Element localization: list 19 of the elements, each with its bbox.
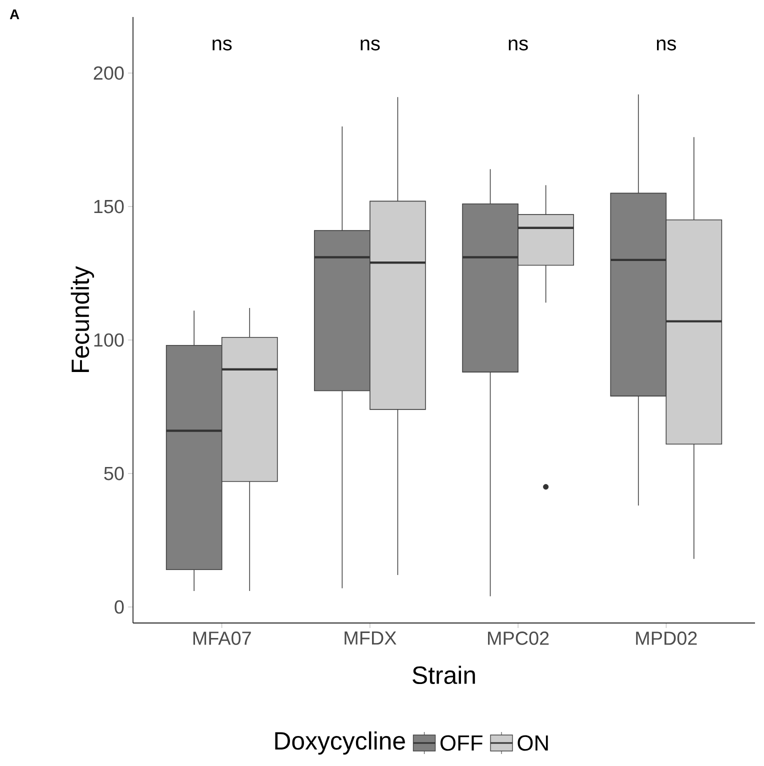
legend-label: OFF [440, 735, 482, 751]
legend-label: ON [518, 735, 548, 751]
x-tick-label: MPD02 [636, 632, 697, 645]
y-tick-label: 150 [94, 200, 124, 214]
y-tick-label: 100 [94, 333, 124, 347]
y-tick-label: 200 [94, 66, 124, 80]
x-axis-title: Strain [412, 666, 475, 684]
y-tick-label: 0 [114, 600, 124, 614]
y-axis-title: Fecundity [70, 266, 94, 372]
x-tick-label: MFDX [344, 632, 396, 645]
x-tick-label: MFA07 [193, 632, 251, 645]
text: A [10, 10, 20, 20]
annotation: ns [212, 40, 232, 50]
y-tick-label: 50 [104, 466, 124, 480]
x-tick-label: MPC02 [488, 632, 549, 645]
annotation: ns [656, 40, 676, 50]
legend-title: Doxycycline [275, 731, 405, 755]
annotation: ns [360, 40, 380, 50]
annotation: ns [508, 40, 528, 50]
